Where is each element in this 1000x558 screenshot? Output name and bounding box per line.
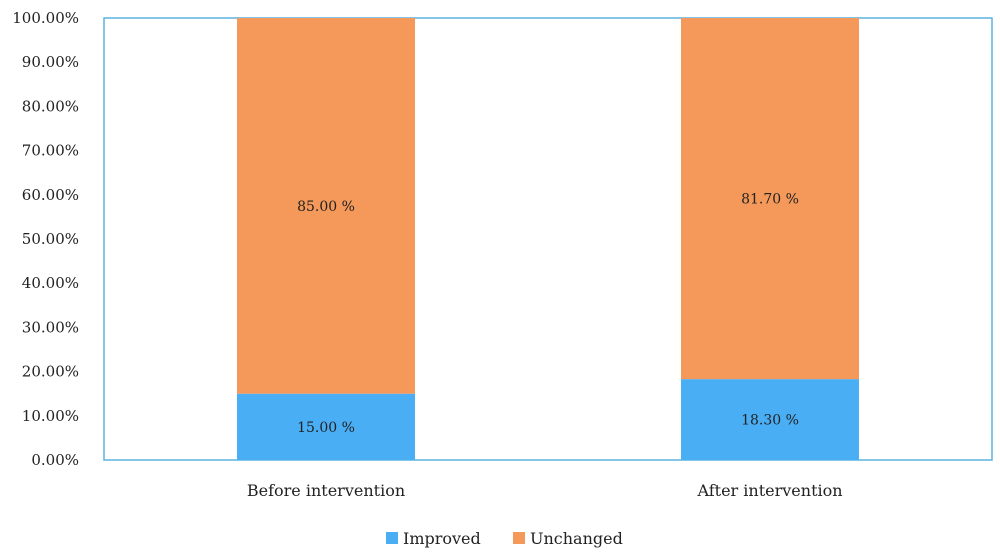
x-category-label: After intervention xyxy=(696,481,842,500)
legend: Improved Unchanged xyxy=(386,529,623,548)
legend-swatch-improved xyxy=(386,532,398,544)
y-tick-label: 20.00% xyxy=(22,363,79,381)
bar-improved-1 xyxy=(681,379,859,460)
y-tick-label: 90.00% xyxy=(22,53,79,71)
legend-label: Unchanged xyxy=(530,529,623,548)
y-tick-label: 70.00% xyxy=(22,142,79,160)
bars: 15.00 % 85.00 % 18.30 % 81.70 % xyxy=(237,18,859,460)
y-tick-label: 0.00% xyxy=(31,451,79,469)
bar-unchanged-0 xyxy=(237,18,415,394)
y-tick-label: 80.00% xyxy=(22,97,79,115)
y-tick-label: 40.00% xyxy=(22,274,79,292)
y-tick-label: 10.00% xyxy=(22,407,79,425)
y-tick-label: 100.00% xyxy=(12,9,79,27)
y-axis: 0.00% 10.00% 20.00% 30.00% 40.00% 50.00% 60.00… xyxy=(12,9,79,469)
data-label: 15.00 % xyxy=(297,420,355,436)
data-label: 18.30 % xyxy=(741,413,799,429)
x-category-label: Before intervention xyxy=(247,481,405,500)
y-tick-label: 50.00% xyxy=(22,230,79,248)
legend-swatch-unchanged xyxy=(513,532,525,544)
y-tick-label: 30.00% xyxy=(22,318,79,336)
x-axis: Before intervention After intervention xyxy=(247,481,843,500)
data-label: 85.00 % xyxy=(297,199,355,215)
y-tick-label: 60.00% xyxy=(22,186,79,204)
legend-label: Improved xyxy=(403,529,481,548)
data-label: 81.70 % xyxy=(741,192,799,208)
bar-unchanged-1 xyxy=(681,18,859,380)
bar-improved-0 xyxy=(237,393,415,460)
